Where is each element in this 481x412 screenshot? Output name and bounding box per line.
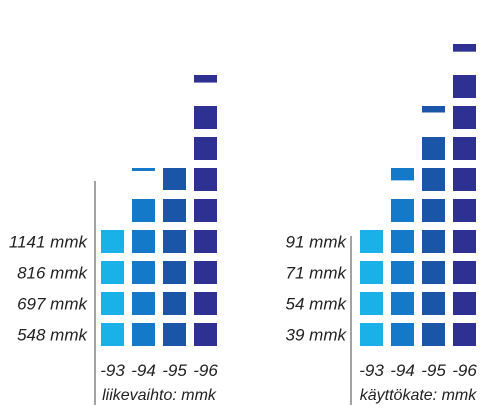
bar-square-partial xyxy=(163,168,186,190)
x-axis-caption: käyttökate: mmk xyxy=(360,387,477,404)
value-label: 548 mmk xyxy=(17,326,88,345)
value-label: 816 mmk xyxy=(17,264,88,283)
value-label: 71 mmk xyxy=(286,264,348,283)
x-axis-caption: liikevaihto: mmk xyxy=(102,387,217,404)
bar-square-partial xyxy=(194,75,217,83)
bar--93 xyxy=(360,230,383,346)
bar--94 xyxy=(132,168,155,346)
value-label: 54 mmk xyxy=(286,295,348,314)
bar-square xyxy=(132,230,155,253)
bar-square xyxy=(422,323,445,346)
bar-square xyxy=(101,230,124,253)
bar-square xyxy=(391,261,414,284)
bar-square xyxy=(194,137,217,160)
bar-square xyxy=(163,199,186,222)
bar-square xyxy=(453,230,476,253)
x-tick-label: -93 xyxy=(100,361,125,380)
bar--96 xyxy=(194,75,217,346)
bar-square xyxy=(163,230,186,253)
value-label: 39 mmk xyxy=(286,326,348,345)
bar-square xyxy=(194,261,217,284)
bar-square xyxy=(194,199,217,222)
bar-square xyxy=(132,292,155,315)
bar-square xyxy=(453,168,476,191)
bar-square xyxy=(360,261,383,284)
bar-square xyxy=(422,199,445,222)
bar-square xyxy=(101,292,124,315)
bar-square xyxy=(101,323,124,346)
bar-square xyxy=(194,323,217,346)
bar-square-partial xyxy=(453,44,476,52)
bar-square xyxy=(194,106,217,129)
bar--95 xyxy=(163,168,186,346)
value-label: 91 mmk xyxy=(286,233,348,252)
bar-square xyxy=(360,292,383,315)
bar-square xyxy=(422,292,445,315)
bar-square-partial xyxy=(391,168,414,181)
bar-square xyxy=(391,230,414,253)
bar-square xyxy=(391,199,414,222)
x-tick-label: -96 xyxy=(452,361,477,380)
bar-square xyxy=(132,323,155,346)
bar-square xyxy=(194,168,217,191)
bar-square xyxy=(453,199,476,222)
bar-square xyxy=(453,75,476,98)
bar-square xyxy=(453,292,476,315)
bar-square xyxy=(453,323,476,346)
x-tick-label: -95 xyxy=(421,361,446,380)
bar-square xyxy=(132,199,155,222)
bar-square xyxy=(422,261,445,284)
x-tick-label: -95 xyxy=(162,361,187,380)
bar-square-partial xyxy=(132,168,155,171)
bar-square xyxy=(163,261,186,284)
bar-square xyxy=(453,261,476,284)
bar-square xyxy=(163,323,186,346)
bar-square xyxy=(391,292,414,315)
chart-panel-kayttokate: 39 mmk 54 mmk 71 mmk 91 mmk -93 -94 -95 -96 käyt… xyxy=(286,44,477,405)
x-tick-label: -96 xyxy=(193,361,218,380)
value-label: 1141 mmk xyxy=(9,233,89,252)
bar-square xyxy=(194,292,217,315)
bar-square xyxy=(422,137,445,160)
x-tick-label: -94 xyxy=(131,361,156,380)
bar--95 xyxy=(422,106,445,346)
bar-square xyxy=(422,168,445,191)
bar--93 xyxy=(101,230,124,346)
bar-square xyxy=(163,292,186,315)
bar-square xyxy=(132,261,155,284)
bar-square xyxy=(360,323,383,346)
bar-square xyxy=(453,137,476,160)
bar-square-partial xyxy=(422,106,445,113)
value-label: 697 mmk xyxy=(17,295,88,314)
bar--96 xyxy=(453,44,476,346)
bar-square xyxy=(360,230,383,253)
bar--94 xyxy=(391,168,414,346)
x-tick-label: -93 xyxy=(359,361,384,380)
bar-square xyxy=(453,106,476,129)
bar-square xyxy=(194,230,217,253)
bar-square xyxy=(422,230,445,253)
bar-square xyxy=(391,323,414,346)
x-tick-label: -94 xyxy=(390,361,415,380)
chart-panel-liikevaihto: 548 mmk 697 mmk 816 mmk 1141 mmk -93 -94 -95 -9… xyxy=(9,75,218,405)
bar-square xyxy=(101,261,124,284)
